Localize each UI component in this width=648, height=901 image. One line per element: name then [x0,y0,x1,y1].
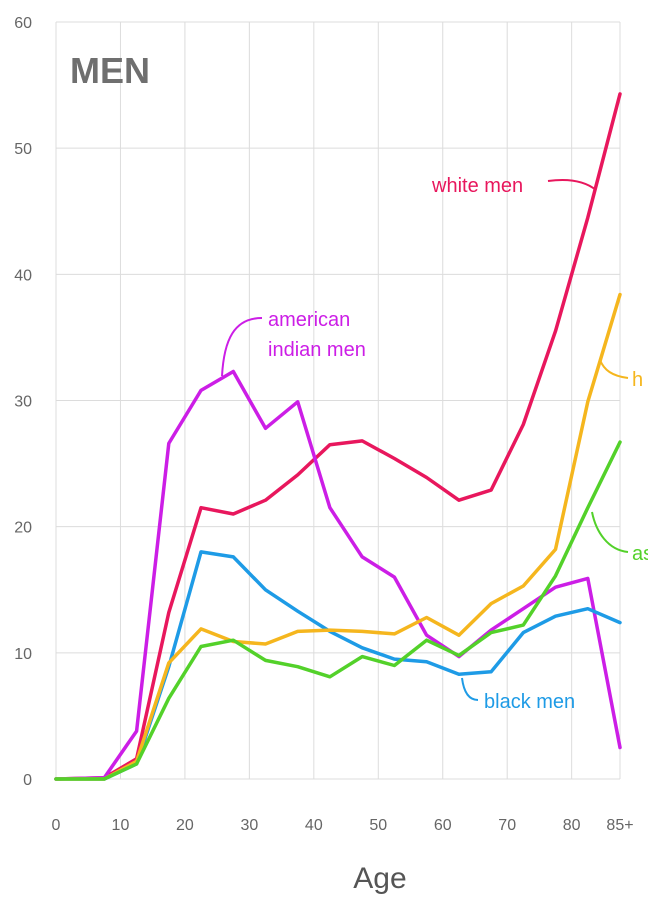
y-tick-label: 20 [14,520,32,537]
y-axis-ticks: 0 10 20 30 40 50 60 [14,15,32,789]
x-tick-label: 70 [498,817,516,834]
label-leader-lines [221,179,629,701]
grid [55,21,621,780]
series-line [54,292,622,781]
x-tick-label: 80 [563,817,581,834]
y-tick-label: 50 [14,141,32,158]
y-tick-label: 60 [14,15,32,32]
y-tick-label: 30 [14,394,32,411]
y-tick-label: 0 [23,772,32,789]
x-axis-label: Age [353,862,406,895]
y-tick-label: 10 [14,646,32,663]
y-tick-label: 40 [14,267,32,284]
x-tick-label: 50 [369,817,387,834]
series-label: american [268,309,350,331]
x-axis-ticks: 0 10 20 30 40 50 60 70 80 85+ [52,817,634,834]
label-leader [599,359,629,379]
x-tick-label: 20 [176,817,194,834]
series-lines [54,92,622,781]
series-line [54,92,622,781]
series-label: as [632,543,648,565]
series-label: white men [431,175,523,197]
x-tick-label: 0 [52,817,61,834]
label-leader [547,179,597,191]
label-leader [221,317,263,377]
series-label: h [632,369,643,391]
panel-title: MEN [70,50,150,91]
series-labels: white men american indian men black men h as [268,175,648,713]
series-line [54,369,622,781]
series-label: black men [484,691,575,713]
series-line [54,440,622,781]
x-tick-label: 30 [240,817,258,834]
label-leader [591,511,629,553]
x-tick-label: 85+ [606,817,633,834]
x-tick-label: 40 [305,817,323,834]
label-leader [461,677,479,701]
series-label: indian men [268,339,366,361]
x-tick-label: 60 [434,817,452,834]
x-tick-label: 10 [112,817,130,834]
